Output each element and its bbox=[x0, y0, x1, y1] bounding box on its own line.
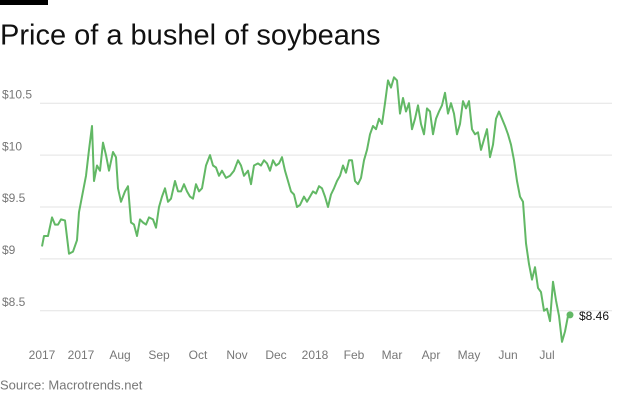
x-tick-label: Dec bbox=[265, 348, 286, 362]
brand-bar bbox=[0, 0, 48, 5]
end-dot bbox=[566, 311, 574, 319]
x-tick-label: Sep bbox=[148, 348, 170, 362]
y-tick-label: $10 bbox=[2, 139, 22, 153]
source: Source: Macrotrends.net bbox=[0, 377, 143, 392]
x-tick-label: 2017 bbox=[29, 348, 56, 362]
y-tick-label: $9.5 bbox=[2, 191, 26, 205]
x-tick-label: Oct bbox=[189, 348, 208, 362]
x-tick-label: Apr bbox=[422, 348, 441, 362]
y-tick-label: $8.5 bbox=[2, 295, 26, 309]
chart-title: Price of a bushel of soybeans bbox=[0, 20, 380, 52]
x-tick-label: Feb bbox=[344, 348, 365, 362]
price-line bbox=[41, 76, 571, 343]
x-tick-label: Jun bbox=[498, 348, 517, 362]
x-tick-label: Jul bbox=[539, 348, 554, 362]
end-label: $8.46 bbox=[579, 309, 609, 323]
x-tick-label: 2018 bbox=[302, 348, 329, 362]
x-tick-label: 2017 bbox=[68, 348, 95, 362]
y-tick-label: $10.5 bbox=[2, 87, 32, 101]
x-tick-label: Aug bbox=[109, 348, 130, 362]
y-tick-label: $9 bbox=[2, 243, 16, 257]
x-tick-label: Nov bbox=[226, 348, 247, 362]
x-tick-label: May bbox=[458, 348, 481, 362]
x-tick-label: Mar bbox=[382, 348, 403, 362]
